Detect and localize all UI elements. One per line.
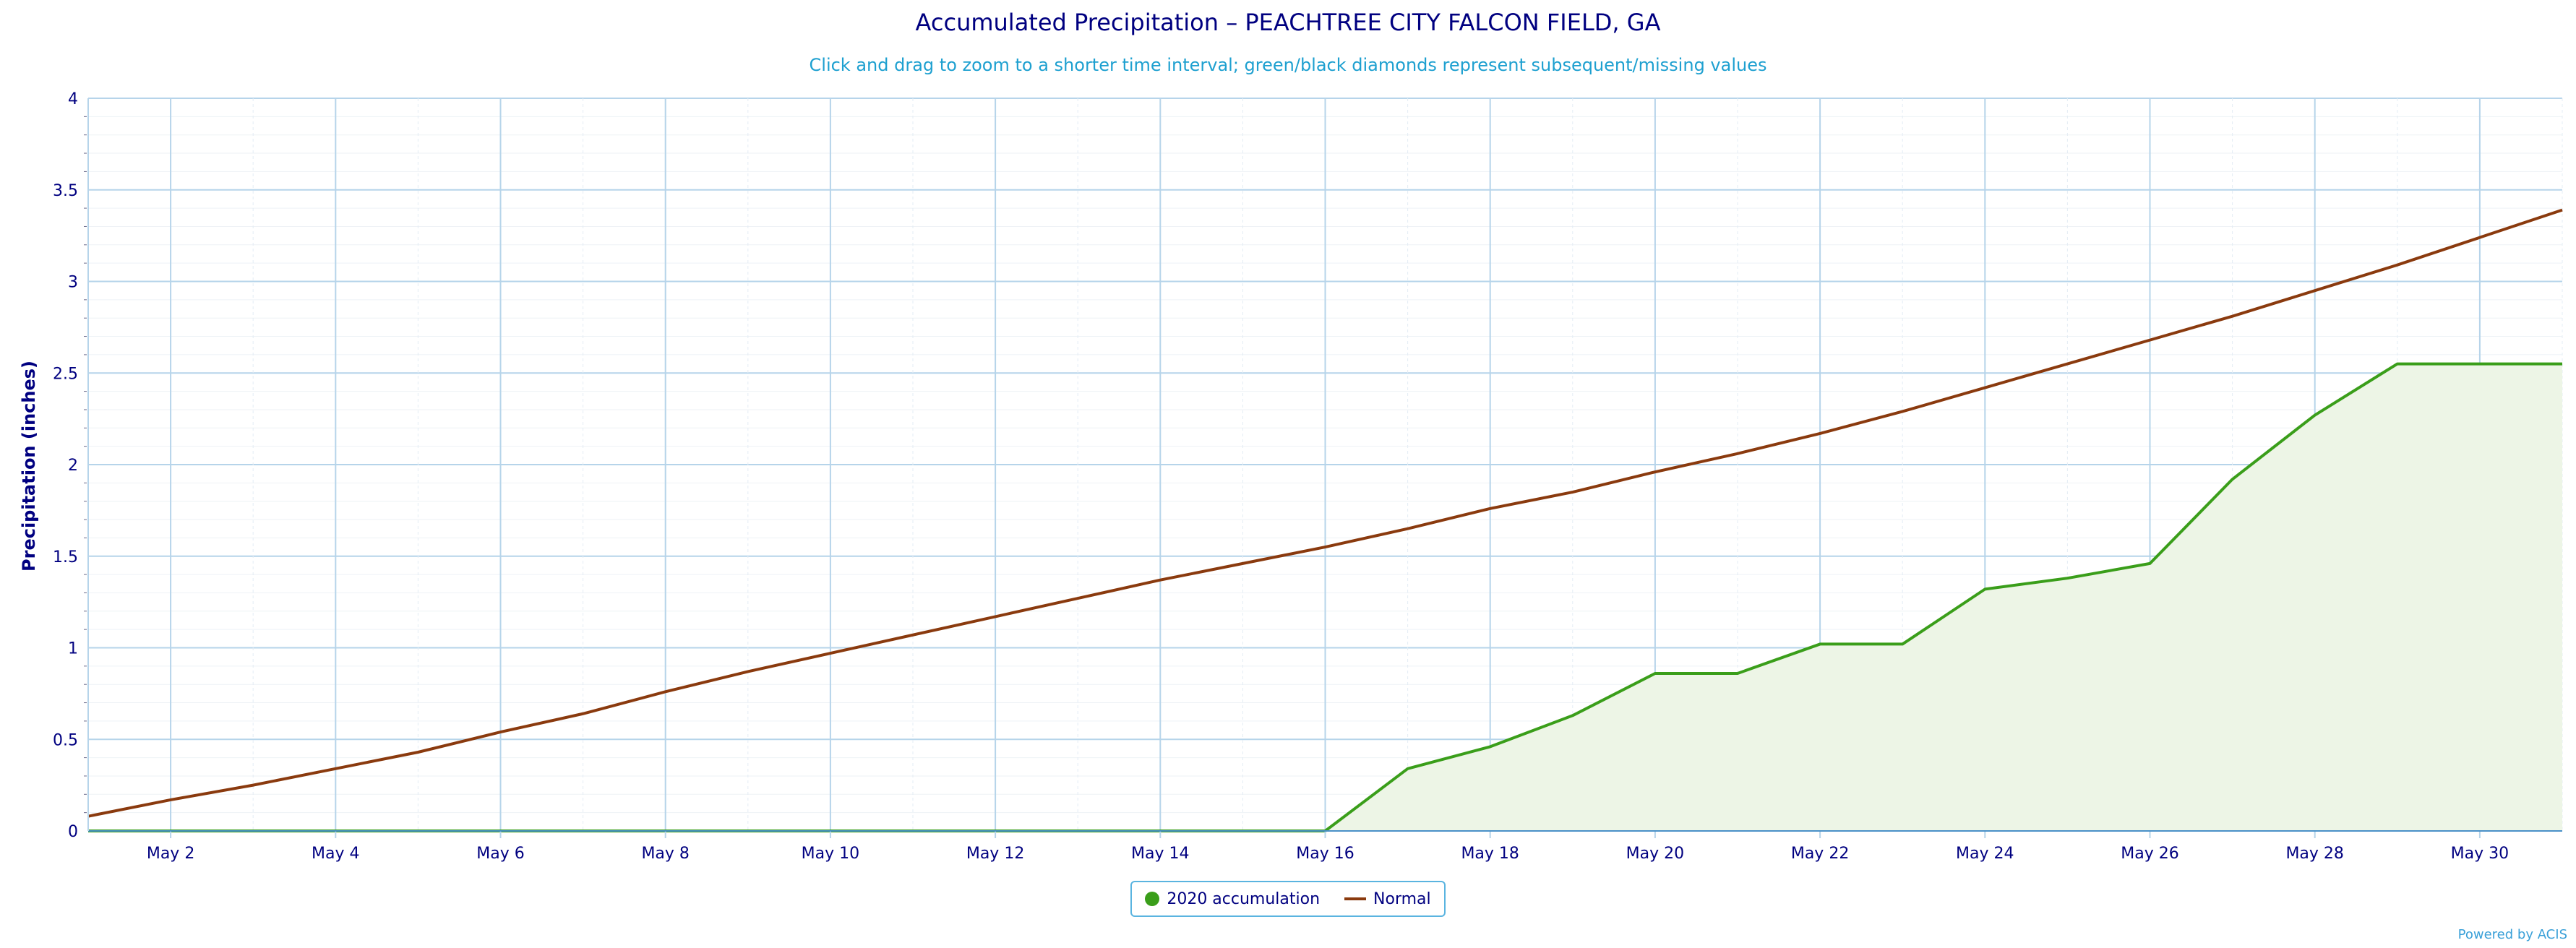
x-tick-label: May 2 — [147, 845, 194, 863]
x-tick-label: May 8 — [641, 845, 689, 863]
x-tick-label: May 30 — [2451, 845, 2509, 863]
x-tick-label: May 12 — [966, 845, 1024, 863]
x-tick-label: May 4 — [312, 845, 359, 863]
y-tick-label: 1 — [68, 640, 78, 658]
y-tick-label: 0 — [68, 823, 78, 841]
normal-legend-marker — [1344, 897, 1367, 900]
y-axis-title: Precipitation (inches) — [19, 361, 39, 572]
x-tick-label: May 24 — [1956, 845, 2014, 863]
legend-item-normal[interactable]: Normal — [1344, 890, 1431, 908]
y-tick-label: 3.5 — [53, 182, 78, 200]
x-tick-label: May 22 — [1791, 845, 1849, 863]
legend-item-accumulation[interactable]: 2020 accumulation — [1145, 890, 1320, 908]
x-tick-label: May 18 — [1461, 845, 1519, 863]
y-tick-label: 3 — [68, 274, 78, 292]
powered-by-credit[interactable]: Powered by ACIS — [2457, 927, 2567, 942]
legend-label-accumulation: 2020 accumulation — [1167, 889, 1321, 908]
axis-layer: 0 0.5 1 1.5 2 2.5 3 3.5 4 May 2 May 4 May 6 May 8 May… — [53, 90, 2562, 863]
x-tick-label: May 16 — [1296, 845, 1354, 863]
x-tick-label: May 6 — [476, 845, 524, 863]
y-tick-label: 0.5 — [53, 731, 78, 749]
chart-subtitle: Click and drag to zoom to a shorter time… — [809, 55, 1767, 75]
y-tick-label: 1.5 — [53, 548, 78, 566]
normal-line — [87, 208, 2563, 818]
accumulation-area — [88, 363, 2562, 831]
y-tick-label: 2.5 — [53, 365, 78, 383]
x-tick-label: May 28 — [2285, 845, 2343, 863]
chart-legend: 2020 accumulation Normal — [1130, 881, 1446, 917]
x-tick-label: May 14 — [1131, 845, 1189, 863]
y-tick-label: 2 — [68, 457, 78, 475]
chart-title: Accumulated Precipitation – PEACHTREE CI… — [915, 9, 1661, 36]
accumulation-legend-marker — [1145, 892, 1160, 906]
x-tick-label: May 10 — [802, 845, 859, 863]
x-tick-label: May 26 — [2121, 845, 2178, 863]
y-tick-label: 4 — [68, 90, 78, 108]
legend-label-normal: Normal — [1373, 889, 1431, 908]
x-tick-label: May 20 — [1626, 845, 1684, 863]
